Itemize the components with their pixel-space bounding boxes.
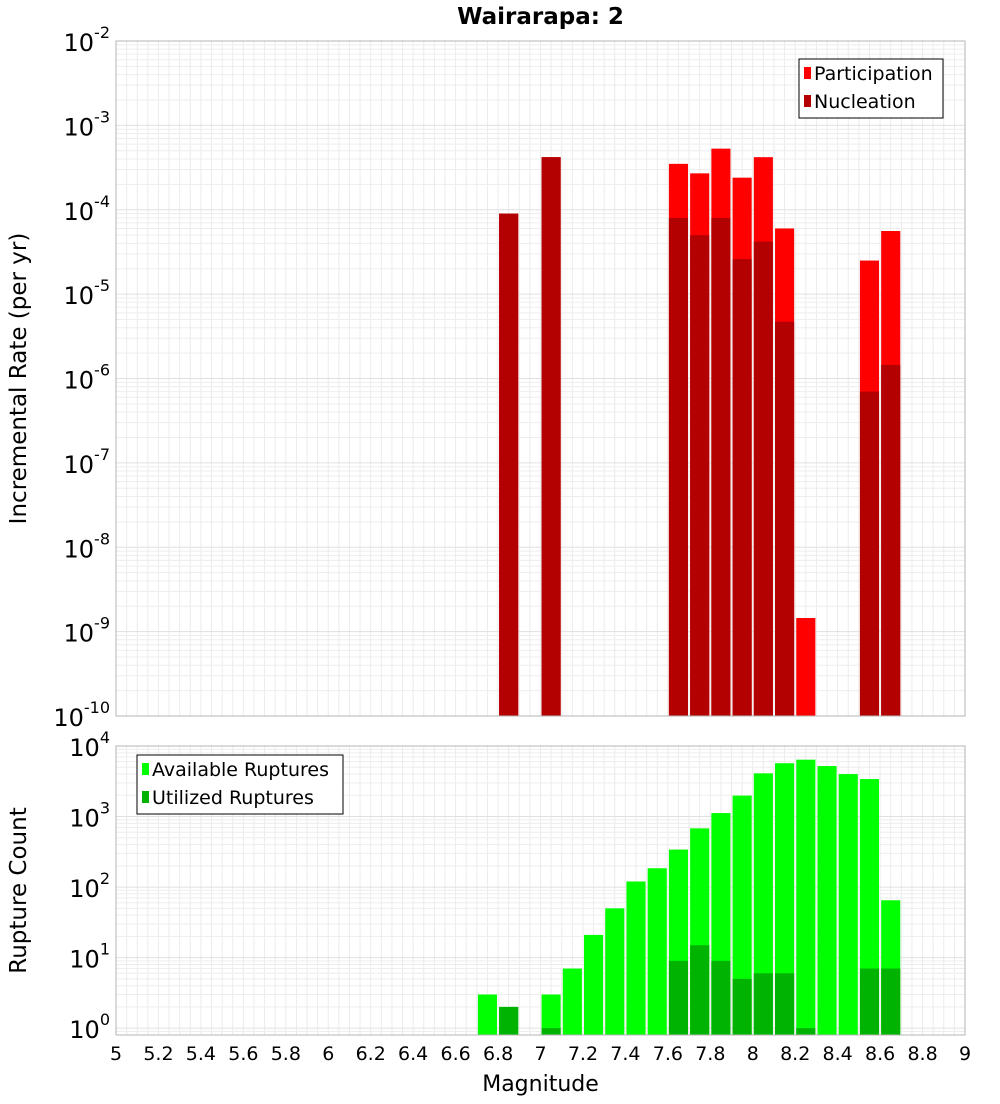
legend-swatch [142,763,149,775]
bar-available-ruptures [584,934,604,1035]
bar-nucleation [753,241,773,717]
bar-nucleation [775,321,795,716]
chart-panel-1: 10-10 10-9 10-8 10-7 10-6 10-5 10-4 10-3 10-2 Inc… [6,4,966,732]
bar-utilized-ruptures [711,960,731,1035]
legend-swatch [804,67,811,79]
y-tick-label: 10-8 [64,529,111,563]
x-tick-label: 7.8 [695,1043,725,1065]
legend: Participation Nucleation [798,58,944,119]
plot-frame [115,745,966,1036]
bar-available-ruptures [732,795,752,1035]
bar-available-ruptures [477,994,497,1035]
bar-available-ruptures [753,773,773,1035]
bar-nucleation [881,364,901,716]
bar-nucleation [732,259,752,716]
x-axis-label: Magnitude [482,1072,599,1097]
y-tick-label: 10-2 [64,23,111,57]
legend-box [798,58,944,119]
x-tick-label: 8.8 [907,1043,937,1065]
bar-nucleation [668,217,689,716]
x-tick-label: 6.4 [398,1043,428,1065]
bar-participation [796,618,816,716]
x-tick-label: 5.8 [271,1043,301,1065]
x-tick-label: 5.2 [143,1043,173,1065]
x-tick-label: 6 [322,1043,334,1065]
bar-nucleation [859,391,880,716]
y-tick-label: 10-10 [53,698,110,732]
bar-utilized-ruptures [499,1006,519,1035]
legend-item-label: Available Ruptures [152,759,329,781]
y-tick-label: 10-9 [64,614,111,648]
bar-utilized-ruptures [753,973,773,1035]
bar-utilized-ruptures [541,1028,561,1035]
bar-available-ruptures [775,763,795,1035]
y-tick-label: 10-5 [64,276,111,310]
chart-panel-2: 100 101 102 103 104 5 5.2 5.4 5.6 5.8 6 6.2 6.4 6.6 6.… [6,728,971,1097]
bar-utilized-ruptures [690,945,710,1035]
x-tick-label: 6.8 [483,1043,513,1065]
x-tick-label: 7.4 [610,1043,640,1065]
y-tick-label: 102 [69,869,110,903]
x-tick-label: 8.2 [780,1043,810,1065]
series-nucleation [499,157,901,717]
x-tick-label: 5.6 [228,1043,258,1065]
bar-available-ruptures [796,759,816,1035]
y-tick-label: 10-4 [64,192,111,226]
x-tick-label: 8.6 [865,1043,895,1065]
bar-available-ruptures [626,881,646,1035]
bar-available-ruptures [541,994,561,1035]
y-tick-label: 101 [69,940,110,974]
bar-available-ruptures [838,774,858,1035]
legend: Available Ruptures Utilized Ruptures [136,754,344,815]
x-tick-label: 6.6 [440,1043,470,1065]
grid [115,40,966,717]
legend-item-label: Utilized Ruptures [152,787,314,809]
x-tick-label: 7.6 [653,1043,683,1065]
y-tick-label: 100 [69,1010,110,1044]
bar-utilized-ruptures [859,968,880,1035]
y-axis-label: Rupture Count [6,807,32,973]
bar-available-ruptures [562,968,582,1035]
x-tick-label: 6.2 [356,1043,386,1065]
bar-nucleation [711,217,731,716]
bar-nucleation [541,157,561,717]
bar-nucleation [690,235,710,716]
legend-swatch [142,791,149,803]
bar-utilized-ruptures [668,960,689,1035]
bar-utilized-ruptures [775,973,795,1035]
bar-available-ruptures [817,766,837,1035]
bar-utilized-ruptures [796,1028,816,1035]
x-tick-label: 7 [534,1043,546,1065]
plot-frame [115,40,966,717]
bar-nucleation [499,213,519,717]
x-tick-label: 7.2 [568,1043,598,1065]
legend-item-label: Participation [814,63,933,85]
x-tick-label: 5 [110,1043,122,1065]
y-tick-label: 10-3 [64,107,111,141]
y-tick-label: 104 [69,728,110,762]
bar-utilized-ruptures [881,968,901,1035]
x-tick-label: 5.4 [186,1043,216,1065]
legend-box [136,754,344,815]
x-tick-label: 9 [959,1043,971,1065]
y-tick-label: 10-7 [64,445,111,479]
y-axis-label: Incremental Rate (per yr) [6,233,32,525]
bar-available-ruptures [647,868,667,1035]
bar-utilized-ruptures [732,978,752,1035]
series-utilized-ruptures [499,945,901,1035]
x-tick-label: 8.4 [823,1043,853,1065]
x-tick-label: 8 [747,1043,759,1065]
y-tick-label: 10-6 [64,361,111,395]
legend-swatch [804,95,811,107]
legend-item-label: Nucleation [814,91,916,113]
bar-available-ruptures [605,908,625,1035]
y-tick-label: 103 [69,799,110,833]
chart-title: Wairarapa: 2 [457,4,624,30]
